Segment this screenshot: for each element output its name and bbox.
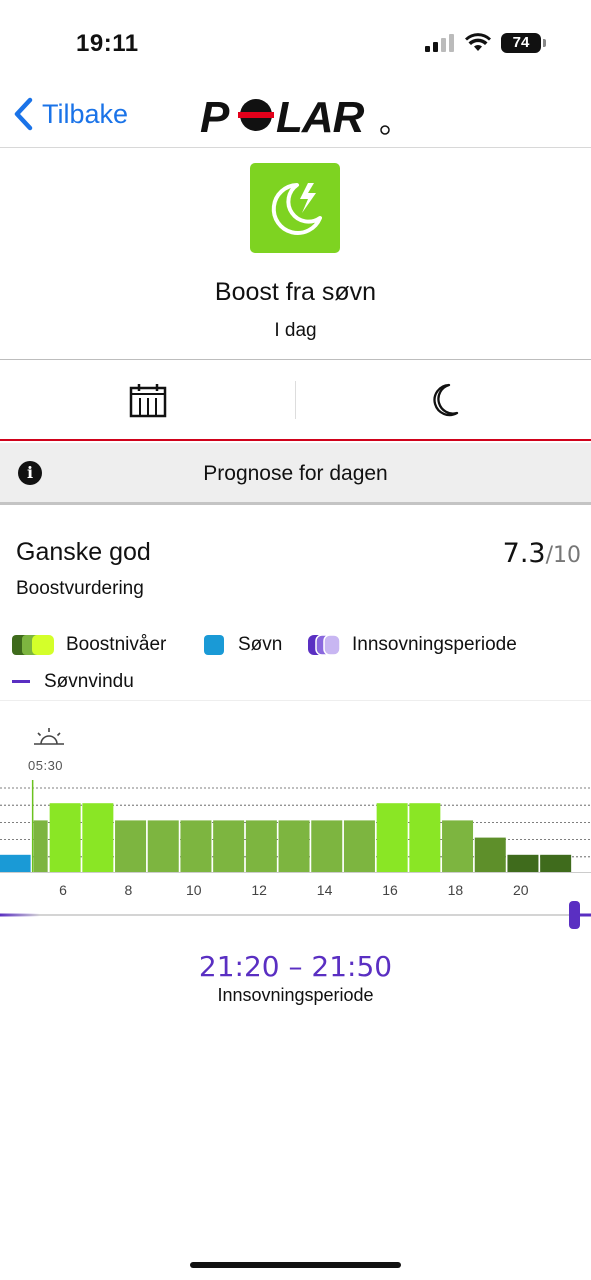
sleep-window-line-icon (12, 680, 30, 683)
info-icon[interactable]: i (18, 461, 42, 485)
boost-bars (0, 780, 591, 929)
x-tick-label: 10 (186, 882, 202, 898)
chart-bar (82, 803, 114, 872)
forecast-label: Prognose for dagen (203, 462, 388, 485)
x-tick-label: 8 (124, 882, 133, 898)
boost-levels-icon (12, 635, 54, 655)
boost-header: Boost fra søvn I dag (0, 148, 591, 360)
boost-chart: 05:30 6 8 10 12 14 16 18 20 (0, 720, 591, 940)
tab-calendar[interactable] (0, 361, 295, 439)
status-icons: 74 (425, 33, 546, 53)
rating-subtitle: Boostvurdering (16, 578, 144, 599)
chart-bar (474, 837, 506, 872)
back-label: Tilbake (42, 98, 129, 129)
chevron-left-icon (14, 97, 33, 131)
battery-level: 74 (512, 34, 530, 51)
chart-bar (540, 854, 572, 872)
chart-bar (0, 854, 31, 872)
polar-logo: P LAR (200, 94, 390, 138)
sleep-window-end-segment (579, 913, 591, 917)
calendar-icon (129, 384, 166, 418)
forecast-bar[interactable]: i Prognose for dagen (0, 443, 591, 505)
cellular-signal-icon (425, 34, 454, 52)
sleep-window-start-segment (0, 913, 40, 917)
sleep-legend-icon (204, 635, 224, 655)
legend-divider (0, 700, 591, 701)
status-bar: 19:11 74 (0, 0, 591, 88)
chart-bar (343, 820, 375, 872)
legend-sleep: Søvn (204, 634, 282, 656)
battery-icon: 74 (501, 33, 546, 53)
legend-sleep-label: Søvn (238, 634, 283, 655)
boost-score: 7.3/10 (503, 538, 581, 569)
legend-window: Søvnvindu (12, 671, 134, 693)
chart-bar (442, 820, 474, 872)
svg-text:LAR: LAR (276, 94, 365, 138)
chart-bar (311, 820, 343, 872)
tab-divider (295, 381, 296, 419)
x-tick-label: 12 (251, 882, 267, 898)
legend-boost-label: Boostnivåer (66, 634, 167, 655)
sunrise-icon (34, 728, 64, 745)
sleep-window-time: 21:20 – 21:50 (198, 950, 393, 983)
score-max: /10 (545, 543, 581, 568)
sunrise-time: 05:30 (28, 758, 64, 773)
chart-bar (115, 820, 147, 872)
chart-bar (213, 820, 245, 872)
sleep-boost-icon (250, 163, 340, 253)
sleep-window-label: Innsovningsperiode (217, 985, 374, 1005)
chart-bar (507, 854, 539, 872)
chart-bar (376, 803, 408, 872)
chart-bar (33, 820, 48, 872)
onset-period-icon (308, 634, 341, 656)
chart-bar (180, 820, 212, 872)
chart-bar (278, 820, 310, 872)
legend-onset: Innsovningsperiode (308, 634, 517, 656)
x-tick-label: 20 (513, 882, 529, 898)
legend-window-label: Søvnvindu (44, 671, 134, 692)
legend-boost: Boostnivåer (12, 634, 166, 656)
legend-onset-label: Innsovningsperiode (352, 634, 517, 655)
x-tick-label: 6 (59, 882, 67, 898)
status-time: 19:11 (76, 30, 139, 57)
svg-text:P: P (200, 94, 230, 138)
moon-icon (432, 383, 458, 417)
home-indicator[interactable] (190, 1262, 401, 1268)
back-button[interactable]: Tilbake (12, 94, 128, 134)
x-tick-label: 16 (382, 882, 398, 898)
wifi-icon (465, 33, 491, 51)
page-title: Boost fra søvn (214, 278, 377, 306)
chart-bar (49, 803, 81, 872)
rating-title: Ganske god (16, 538, 151, 566)
tab-sleep[interactable] (296, 361, 591, 439)
x-tick-label: 18 (447, 882, 464, 898)
nav-bar: Tilbake P LAR (0, 88, 591, 148)
page-subtitle: I dag (274, 320, 317, 341)
view-tabs (0, 361, 591, 441)
sleep-window-handle (569, 901, 580, 929)
score-value: 7.3 (502, 538, 546, 569)
x-tick-label: 14 (316, 882, 333, 898)
chart-bar (409, 803, 441, 872)
chart-bar (245, 820, 277, 872)
chart-bar (147, 820, 179, 872)
